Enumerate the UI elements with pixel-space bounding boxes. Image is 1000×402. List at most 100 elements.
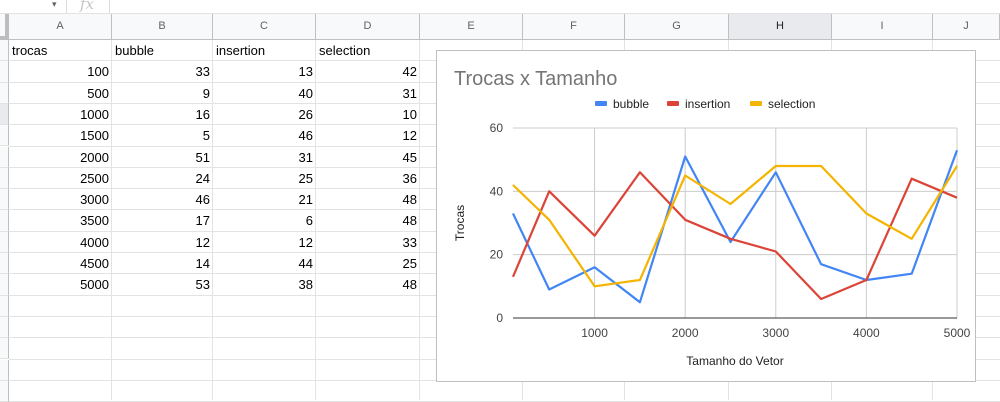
cell-value[interactable]: 51 (195, 149, 210, 165)
column-header-d[interactable]: D (316, 14, 420, 40)
y-tick-label: 40 (490, 184, 504, 198)
cell-value[interactable]: 33 (195, 64, 210, 80)
cell-value[interactable]: 500 (87, 85, 109, 101)
cell-value[interactable]: 31 (402, 85, 417, 101)
x-tick-label: 3000 (762, 326, 789, 340)
cell-value[interactable]: 10 (402, 106, 417, 122)
row-header[interactable] (0, 253, 9, 275)
row-header[interactable] (0, 316, 9, 339)
cell-value[interactable]: 44 (298, 256, 313, 271)
row-header[interactable] (0, 231, 9, 253)
cell-value[interactable]: 26 (298, 106, 313, 122)
legend-label-insertion: insertion (685, 97, 730, 111)
y-tick-label: 0 (496, 311, 503, 325)
series-line-insertion (511, 171, 958, 301)
series-line-bubble (512, 149, 959, 304)
divider (66, 0, 67, 13)
cell-header[interactable]: insertion (216, 43, 266, 58)
cell-header[interactable]: bubble (115, 43, 155, 58)
cell-value[interactable]: 45 (402, 149, 417, 165)
cell-value[interactable]: 46 (195, 192, 210, 208)
row-header[interactable] (0, 125, 9, 147)
cell-value[interactable]: 13 (298, 64, 313, 80)
column-header-i[interactable]: I (832, 14, 933, 40)
cell-value[interactable]: 100 (87, 64, 109, 80)
grid-line (212, 40, 213, 400)
cell-value[interactable]: 5 (202, 128, 210, 144)
row-header[interactable] (0, 40, 9, 62)
row-header[interactable] (0, 146, 9, 168)
cell-value[interactable]: 48 (402, 192, 417, 208)
cell-value[interactable]: 25 (298, 170, 313, 186)
cell-value[interactable]: 31 (298, 149, 313, 165)
formula-bar: ▾ fx (0, 0, 1000, 14)
y-axis-label: Trocas (453, 205, 467, 241)
row-header[interactable] (0, 61, 9, 83)
cell-value[interactable]: 3000 (80, 192, 109, 208)
column-header-c[interactable]: C (213, 14, 316, 40)
cell-value[interactable]: 14 (195, 256, 210, 271)
cell-value[interactable]: 38 (298, 277, 313, 293)
row-header[interactable] (0, 189, 9, 211)
cell-value[interactable]: 42 (402, 64, 417, 80)
row-header[interactable] (0, 380, 9, 402)
row-header[interactable] (0, 210, 9, 232)
cell-header[interactable]: selection (319, 43, 371, 58)
row-header[interactable] (0, 295, 9, 317)
row-header[interactable] (0, 82, 9, 104)
caret-down-icon[interactable]: ▾ (52, 0, 57, 9)
cell-value[interactable]: 9 (202, 85, 210, 101)
line-chart[interactable]: Trocas x Tamanho bubble insertion selection… (436, 50, 976, 382)
cell-value[interactable]: 4500 (80, 256, 109, 271)
column-header-j[interactable]: J (933, 14, 1000, 40)
x-tick-label: 4000 (853, 326, 880, 340)
column-header-e[interactable]: E (420, 14, 523, 40)
cell-value[interactable]: 36 (402, 170, 417, 186)
select-all-corner[interactable] (0, 14, 9, 40)
chart-svg: Trocas x Tamanho bubble insertion selection… (453, 68, 971, 368)
y-tick-label: 60 (490, 121, 504, 135)
cell-value[interactable]: 5000 (80, 277, 109, 293)
cell-value[interactable]: 33 (402, 234, 417, 250)
cell-value[interactable]: 1500 (80, 128, 109, 144)
grid-line (419, 40, 420, 400)
cell-value[interactable]: 21 (298, 192, 313, 208)
column-header-h[interactable]: H (729, 14, 832, 40)
series-line-selection (512, 164, 958, 288)
column-header-g[interactable]: G (625, 14, 729, 40)
column-header-f[interactable]: F (523, 14, 625, 40)
fx-icon: fx (80, 0, 95, 13)
cell-value[interactable]: 12 (195, 234, 210, 250)
row-header[interactable] (0, 338, 9, 360)
cell-value[interactable]: 6 (305, 213, 313, 229)
cell-value[interactable]: 12 (402, 128, 417, 144)
column-header-a[interactable]: A (9, 14, 112, 40)
x-tick-label: 5000 (944, 326, 971, 340)
cell-value[interactable]: 48 (402, 277, 417, 293)
cell-value[interactable]: 3500 (80, 213, 109, 229)
grid-line (111, 40, 112, 400)
legend-label-bubble: bubble (613, 97, 649, 111)
row-header[interactable] (0, 103, 9, 126)
x-axis-label: Tamanho do Vetor (686, 354, 783, 368)
column-header-b[interactable]: B (112, 14, 213, 40)
cell-value[interactable]: 40 (298, 85, 313, 101)
cell-value[interactable]: 2500 (80, 170, 109, 186)
cell-value[interactable]: 1000 (80, 106, 109, 122)
cell-header[interactable]: trocas (12, 43, 48, 58)
row-header[interactable] (0, 274, 9, 296)
cell-value[interactable]: 16 (195, 106, 210, 122)
cell-value[interactable]: 24 (195, 170, 210, 186)
cell-value[interactable]: 46 (298, 128, 313, 144)
legend-label-selection: selection (768, 97, 815, 111)
cell-value[interactable]: 17 (195, 213, 210, 229)
cell-value[interactable]: 48 (402, 213, 417, 229)
cell-value[interactable]: 53 (195, 277, 210, 293)
cell-value[interactable]: 4000 (80, 234, 109, 250)
cell-value[interactable]: 12 (298, 234, 313, 250)
cell-value[interactable]: 2000 (80, 149, 109, 165)
y-tick-label: 20 (490, 248, 504, 262)
cell-value[interactable]: 25 (402, 256, 417, 271)
row-header[interactable] (0, 167, 9, 190)
row-header[interactable] (0, 359, 9, 381)
